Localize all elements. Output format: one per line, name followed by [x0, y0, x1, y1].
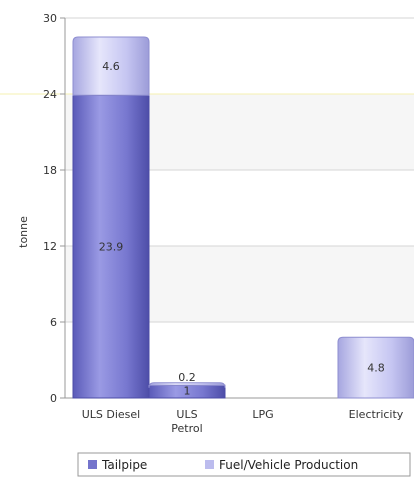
value-label: 23.9	[99, 241, 124, 254]
bar-tailpipe-0	[72, 94, 150, 399]
value-labels: 23.9 4.6 10.2 4.8	[99, 60, 385, 397]
x-tick-label: ULS Petrol	[171, 408, 202, 435]
bar-segment	[72, 36, 150, 96]
y-tick-label: 6	[50, 316, 57, 329]
bar-fuel-vehicle-production-0	[72, 36, 150, 96]
y-tick-label: 0	[50, 392, 57, 405]
y-tick-label: 12	[43, 240, 57, 253]
legend-swatch	[88, 460, 97, 469]
x-tick-label: LPG	[252, 408, 273, 421]
legend-box	[77, 452, 411, 477]
y-tick-label: 30	[43, 12, 57, 25]
value-label: 0.2	[178, 371, 196, 384]
legend-swatch	[205, 460, 214, 469]
x-axis: ULS Diesel ULS Petrol LPG Electricity	[82, 408, 404, 435]
bar-fuel-vehicle-production-1	[148, 382, 226, 388]
legend-label: Tailpipe	[101, 458, 147, 472]
x-tick-label: ULS Diesel	[82, 408, 141, 421]
y-tick-label: 24	[43, 88, 57, 101]
value-label: 1	[184, 384, 191, 397]
y-axis-label: tonne	[17, 216, 30, 248]
value-label: 4.6	[102, 60, 120, 73]
y-tick-label: 18	[43, 164, 57, 177]
bars	[72, 36, 414, 399]
legend: Tailpipe Fuel/Vehicle Production	[77, 452, 411, 477]
bar-segment	[72, 94, 150, 399]
value-label: 4.8	[367, 362, 385, 375]
legend-label: Fuel/Vehicle Production	[219, 458, 358, 472]
bar-segment	[148, 382, 226, 388]
x-tick-label: Electricity	[349, 408, 404, 421]
